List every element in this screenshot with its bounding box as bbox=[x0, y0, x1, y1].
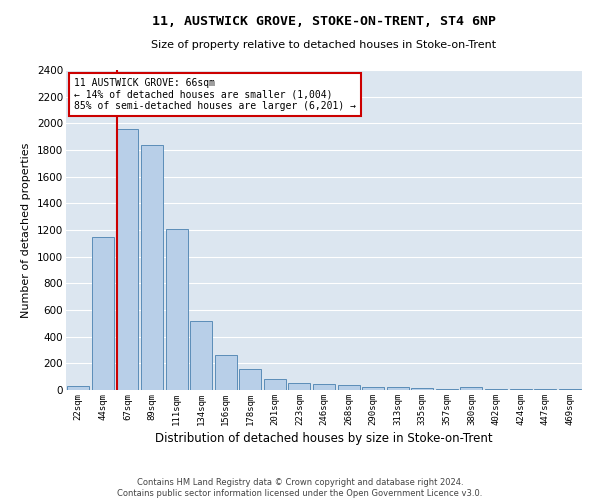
Bar bbox=[190, 322, 212, 390]
Text: Size of property relative to detached houses in Stoke-on-Trent: Size of property relative to detached ho… bbox=[151, 40, 497, 50]
Text: 11 AUSTWICK GROVE: 66sqm
← 14% of detached houses are smaller (1,004)
85% of sem: 11 AUSTWICK GROVE: 66sqm ← 14% of detach… bbox=[74, 78, 356, 111]
Bar bbox=[215, 354, 237, 390]
Bar bbox=[264, 380, 286, 390]
Y-axis label: Number of detached properties: Number of detached properties bbox=[22, 142, 31, 318]
Bar bbox=[92, 236, 114, 390]
Bar bbox=[338, 384, 359, 390]
X-axis label: Distribution of detached houses by size in Stoke-on-Trent: Distribution of detached houses by size … bbox=[155, 432, 493, 445]
Bar bbox=[239, 370, 262, 390]
Text: 11, AUSTWICK GROVE, STOKE-ON-TRENT, ST4 6NP: 11, AUSTWICK GROVE, STOKE-ON-TRENT, ST4 … bbox=[152, 15, 496, 28]
Bar bbox=[116, 128, 139, 390]
Bar bbox=[460, 388, 482, 390]
Bar bbox=[141, 144, 163, 390]
Bar bbox=[362, 388, 384, 390]
Text: Contains HM Land Registry data © Crown copyright and database right 2024.
Contai: Contains HM Land Registry data © Crown c… bbox=[118, 478, 482, 498]
Bar bbox=[386, 386, 409, 390]
Bar bbox=[166, 228, 188, 390]
Bar bbox=[436, 388, 458, 390]
Bar bbox=[411, 388, 433, 390]
Bar bbox=[313, 384, 335, 390]
Bar bbox=[289, 384, 310, 390]
Bar bbox=[67, 386, 89, 390]
